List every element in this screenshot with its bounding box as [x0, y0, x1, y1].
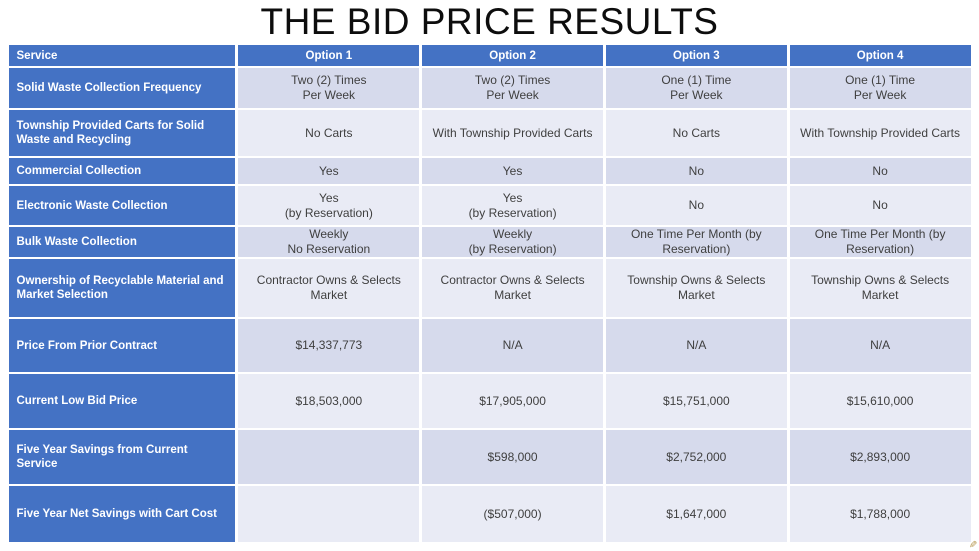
col-header-option-4: Option 4: [789, 45, 971, 66]
cell-value: $18,503,000: [238, 374, 420, 428]
cell-value: Weekly (by Reservation): [422, 227, 603, 257]
row-label: Bulk Waste Collection: [8, 227, 236, 257]
cell-value: No: [605, 186, 787, 225]
row-label: Price From Prior Contract: [8, 319, 236, 372]
table-row: Price From Prior Contract $14,337,773 N/A N…: [8, 319, 971, 372]
col-header-service: Service: [8, 45, 236, 66]
table-row: Solid Waste Collection Frequency Two (2) …: [8, 68, 971, 108]
cell-value: No: [605, 158, 787, 184]
pencil-artifact: ✎: [968, 540, 977, 551]
table-row: Ownership of Recyclable Material and Mar…: [8, 259, 971, 317]
row-label: Electronic Waste Collection: [8, 186, 236, 225]
row-label: Ownership of Recyclable Material and Mar…: [8, 259, 236, 317]
cell-value: $1,647,000: [605, 486, 787, 542]
cell-value: No: [789, 158, 971, 184]
header-row: Service Option 1 Option 2 Option 3 Option 4: [8, 45, 971, 66]
col-header-option-2: Option 2: [422, 45, 603, 66]
cell-value: $2,752,000: [605, 430, 787, 484]
cell-value: $15,751,000: [605, 374, 787, 428]
cell-value: $14,337,773: [238, 319, 420, 372]
cell-value: N/A: [605, 319, 787, 372]
cell-value: With Township Provided Carts: [422, 110, 603, 156]
cell-value: [238, 486, 420, 542]
row-label: Five Year Savings from Current Service: [8, 430, 236, 484]
row-label: Commercial Collection: [8, 158, 236, 184]
row-label: Current Low Bid Price: [8, 374, 236, 428]
cell-value: One Time Per Month (by Reservation): [605, 227, 787, 257]
table-row: Five Year Net Savings with Cart Cost ($50…: [8, 486, 971, 542]
cell-value: Yes (by Reservation): [422, 186, 603, 225]
table-row: Commercial Collection Yes Yes No No: [8, 158, 971, 184]
page-title: THE BID PRICE RESULTS: [260, 1, 719, 42]
cell-value: Contractor Owns & Selects Market: [422, 259, 603, 317]
cell-value: Yes (by Reservation): [238, 186, 420, 225]
cell-value: No Carts: [605, 110, 787, 156]
cell-value: No Carts: [238, 110, 420, 156]
cell-value: N/A: [789, 319, 971, 372]
cell-value: $598,000: [422, 430, 603, 484]
cell-value: Yes: [238, 158, 420, 184]
table-row: Current Low Bid Price $18,503,000 $17,905,…: [8, 374, 971, 428]
cell-value: One (1) Time Per Week: [789, 68, 971, 108]
cell-value: Two (2) Times Per Week: [238, 68, 420, 108]
cell-value: $15,610,000: [789, 374, 971, 428]
cell-value: N/A: [422, 319, 603, 372]
table-row: Township Provided Carts for Solid Waste …: [8, 110, 971, 156]
cell-value: $1,788,000: [789, 486, 971, 542]
table-body: Solid Waste Collection Frequency Two (2) …: [8, 68, 971, 542]
cell-value: $2,893,000: [789, 430, 971, 484]
table-row: Bulk Waste Collection Weekly No Reservati…: [8, 227, 971, 257]
cell-value: $17,905,000: [422, 374, 603, 428]
row-label: Five Year Net Savings with Cart Cost: [8, 486, 236, 542]
cell-value: Contractor Owns & Selects Market: [238, 259, 420, 317]
cell-value: Township Owns & Selects Market: [605, 259, 787, 317]
cell-value: [238, 430, 420, 484]
col-header-option-1: Option 1: [238, 45, 420, 66]
table-row: Five Year Savings from Current Service $5…: [8, 430, 971, 484]
cell-value: ($507,000): [422, 486, 603, 542]
col-header-option-3: Option 3: [605, 45, 787, 66]
row-label: Township Provided Carts for Solid Waste …: [8, 110, 236, 156]
cell-value: One (1) Time Per Week: [605, 68, 787, 108]
cell-value: Two (2) Times Per Week: [422, 68, 603, 108]
table-row: Electronic Waste Collection Yes (by Reser…: [8, 186, 971, 225]
cell-value: Yes: [422, 158, 603, 184]
cell-value: One Time Per Month (by Reservation): [789, 227, 971, 257]
cell-value: Township Owns & Selects Market: [789, 259, 971, 317]
cell-value: Weekly No Reservation: [238, 227, 420, 257]
cell-value: No: [789, 186, 971, 225]
bid-price-table: Service Option 1 Option 2 Option 3 Option 4 …: [6, 43, 974, 544]
cell-value: With Township Provided Carts: [789, 110, 971, 156]
row-label: Solid Waste Collection Frequency: [8, 68, 236, 108]
